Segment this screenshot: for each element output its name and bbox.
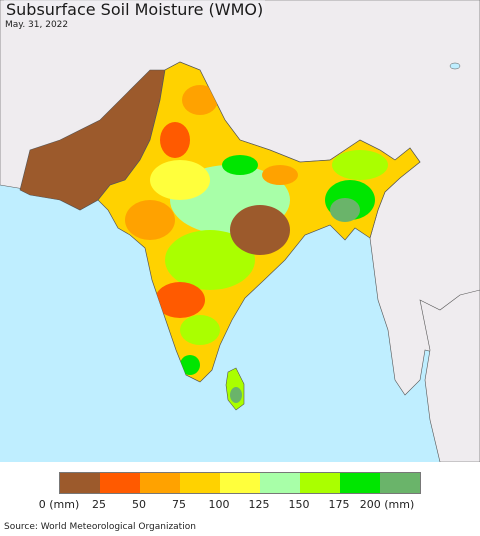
- legend-label-7: 175: [328, 498, 350, 511]
- legend-swatch-8: [380, 473, 420, 493]
- legend-swatch-5: [260, 473, 300, 493]
- color-legend: [59, 472, 421, 494]
- lake-feature: [449, 62, 461, 70]
- legend-swatch-6: [300, 473, 340, 493]
- moisture-patches: [125, 85, 388, 375]
- legend-label-4: 100: [208, 498, 230, 511]
- legend-label-3: 75: [172, 498, 186, 511]
- legend-label-0: 0 (mm): [38, 498, 80, 511]
- legend-swatch-1: [100, 473, 140, 493]
- legend-label-1: 25: [92, 498, 106, 511]
- legend-swatch-2: [140, 473, 180, 493]
- legend-swatch-3: [180, 473, 220, 493]
- legend-label-5: 125: [248, 498, 270, 511]
- legend-swatch-0: [60, 473, 100, 493]
- map-svg: [0, 0, 480, 462]
- legend-label-8: 200 (mm): [359, 498, 415, 511]
- source-credit: Source: World Meteorological Organizatio…: [4, 522, 196, 532]
- map-date: May. 31, 2022: [5, 20, 69, 30]
- legend-labels: 0 (mm) 25 50 75 100 125 150 175 200 (mm): [0, 498, 480, 512]
- map-title: Subsurface Soil Moisture (WMO): [4, 0, 266, 20]
- legend-label-2: 50: [132, 498, 146, 511]
- legend-swatch-4: [220, 473, 260, 493]
- southeast-asia-land: [419, 289, 480, 462]
- legend-swatch-7: [340, 473, 380, 493]
- sri-lanka-patch: [230, 387, 242, 403]
- map: [0, 0, 480, 462]
- legend-label-6: 150: [288, 498, 310, 511]
